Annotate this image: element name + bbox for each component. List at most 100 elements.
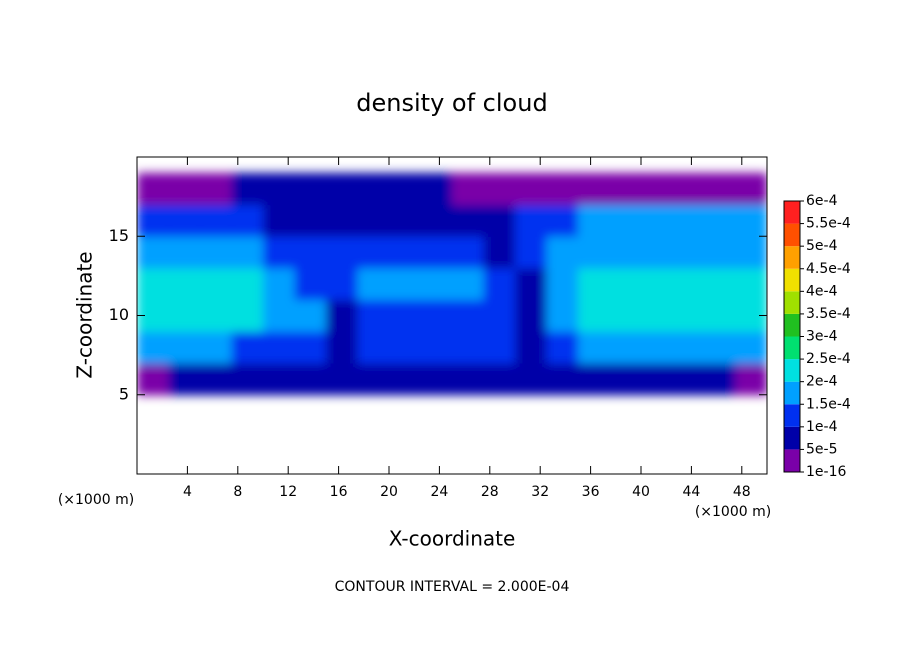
cell (704, 172, 736, 206)
colorbar-band (784, 381, 800, 405)
cell (168, 299, 201, 332)
cell (546, 331, 579, 364)
cell (609, 331, 642, 364)
cell (704, 331, 736, 364)
cell (357, 299, 390, 332)
cell (231, 204, 264, 237)
cell (294, 363, 327, 396)
cell (515, 363, 547, 396)
cell (515, 204, 547, 237)
colorbar-band (784, 449, 800, 472)
cell (515, 299, 547, 332)
cell (641, 236, 673, 269)
cell (578, 363, 610, 396)
colorbar-band (784, 336, 800, 360)
cell (263, 331, 295, 364)
cell (389, 236, 421, 269)
colorbar-band (784, 246, 800, 269)
cell (609, 363, 642, 396)
cell (578, 204, 610, 237)
cell (641, 267, 673, 301)
cell (326, 299, 358, 332)
colorbar-label: 5e-5 (806, 441, 837, 457)
cell (231, 363, 264, 396)
cell (326, 236, 358, 269)
chart-title: density of cloud (356, 89, 547, 117)
cell (357, 236, 390, 269)
cell (452, 236, 484, 269)
colorbar-label: 4e-4 (806, 283, 838, 299)
cell (294, 299, 327, 332)
cell (389, 172, 421, 206)
y-tick-label: 10 (109, 305, 129, 324)
cell (578, 299, 610, 332)
cell (357, 172, 390, 206)
cell (326, 363, 358, 396)
cell (231, 267, 264, 301)
colorbar-band (784, 313, 800, 337)
cell (168, 204, 201, 237)
colorbar-label: 1e-16 (806, 464, 846, 480)
colorbar-band (784, 201, 800, 224)
x-axis-label: X-coordinate (389, 527, 516, 551)
colorbar-label: 5e-4 (806, 238, 838, 254)
cell (641, 204, 673, 237)
cell (483, 331, 516, 364)
cell (672, 172, 705, 206)
cell (200, 299, 232, 332)
cell (515, 267, 547, 301)
cell (483, 299, 516, 332)
cell (452, 299, 484, 332)
cell (609, 236, 642, 269)
cells (137, 172, 767, 396)
x-tick-label: 12 (279, 484, 297, 500)
cell (168, 267, 201, 301)
x-tick-label: 24 (430, 484, 448, 500)
x-tick-label: 8 (233, 484, 242, 500)
cell (672, 331, 705, 364)
x-tick-label: 44 (682, 484, 700, 500)
colorbar-label: 2e-4 (806, 374, 838, 390)
cell (357, 204, 390, 237)
cell (672, 267, 705, 301)
field (137, 172, 767, 396)
cell (200, 363, 232, 396)
cell (483, 363, 516, 396)
colorbar-band (784, 359, 800, 382)
cell (483, 204, 516, 237)
cell (483, 267, 516, 301)
colorbar-band (784, 404, 800, 427)
cell (389, 331, 421, 364)
cell (420, 172, 453, 206)
colorbar-band (784, 426, 800, 450)
cell (452, 172, 484, 206)
colorbar-label: 5.5e-4 (806, 216, 851, 232)
cell (294, 331, 327, 364)
footer: CONTOUR INTERVAL = 2.000E-04 (335, 579, 570, 595)
colorbar-label: 4.5e-4 (806, 261, 851, 277)
colorbar-band (784, 268, 800, 292)
x-tick-label: 20 (380, 484, 398, 500)
x-tick-label: 16 (330, 484, 348, 500)
cell (641, 331, 673, 364)
colorbar-label: 3.5e-4 (806, 306, 851, 322)
y-tick-label: 15 (109, 226, 129, 245)
cell (641, 299, 673, 332)
colorbar-label: 1.5e-4 (806, 396, 851, 412)
cell (137, 172, 169, 206)
cell (231, 172, 264, 206)
cell (168, 236, 201, 269)
cell (735, 331, 767, 364)
cell (452, 363, 484, 396)
colorbar-label: 2.5e-4 (806, 351, 851, 367)
cell (704, 236, 736, 269)
cell (137, 236, 169, 269)
cell (231, 331, 264, 364)
cell (483, 172, 516, 206)
x-tick-label: 28 (481, 484, 499, 500)
cell (578, 172, 610, 206)
cell (326, 267, 358, 301)
colorbar-label: 3e-4 (806, 329, 838, 345)
cell (137, 331, 169, 364)
